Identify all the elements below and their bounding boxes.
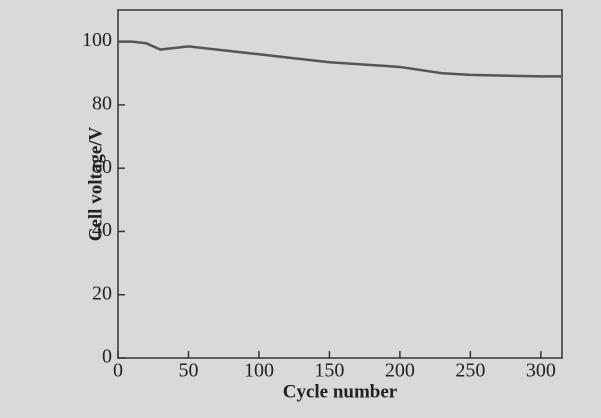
plot-frame [117, 9, 563, 359]
x-tick-label: 0 [113, 360, 123, 382]
y-tick-label: 20 [92, 282, 112, 304]
data-line [118, 40, 562, 78]
y-tick-label: 40 [92, 219, 112, 241]
x-axis-label: Cycle number [283, 381, 398, 402]
y-axis-label: Cell voltage/V [85, 126, 106, 241]
y-tick-label: 0 [102, 346, 112, 368]
y-tick-label: 80 [92, 93, 112, 115]
x-tick-label: 250 [455, 360, 485, 382]
y-tick-label: 100 [82, 29, 112, 51]
x-tick-label: 50 [178, 360, 198, 382]
y-tick-label: 60 [92, 156, 112, 178]
x-tick-label: 150 [314, 360, 344, 382]
x-tick-label: 300 [526, 360, 556, 382]
x-tick-label: 200 [385, 360, 415, 382]
x-tick-label: 100 [244, 360, 274, 382]
